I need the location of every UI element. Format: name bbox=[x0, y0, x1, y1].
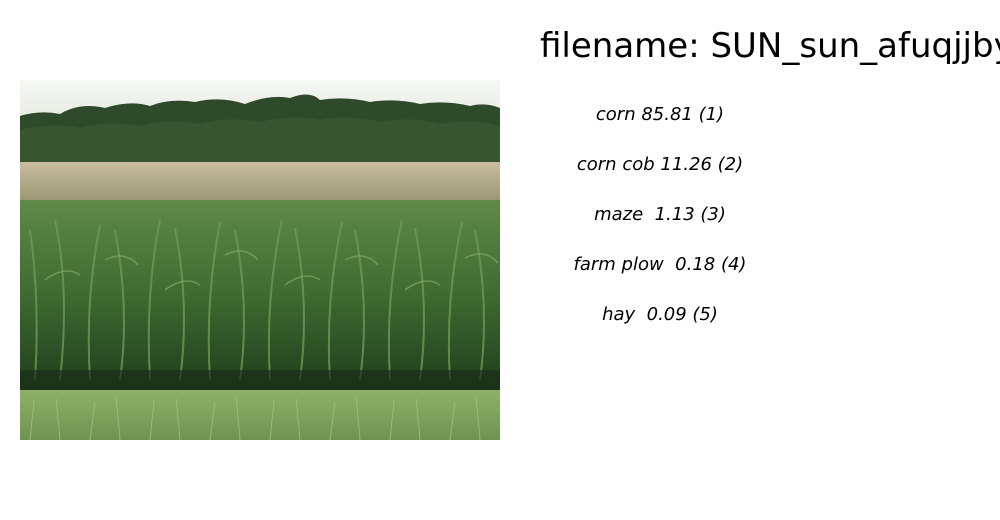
grass bbox=[20, 390, 500, 440]
filename-label: filename: SUN_sun_afuqjjbyd bbox=[540, 26, 1000, 66]
prediction-item: farm plow 0.18 (4) bbox=[573, 254, 747, 275]
cornfield-photo bbox=[20, 80, 500, 440]
prediction-item: corn 85.81 (1) bbox=[595, 104, 725, 125]
prediction-item: corn cob 11.26 (2) bbox=[576, 154, 744, 175]
cornfield-image bbox=[20, 80, 500, 440]
corn-stalks bbox=[20, 200, 500, 395]
prediction-item: maze 1.13 (3) bbox=[594, 204, 726, 225]
prediction-list: corn 85.81 (1) corn cob 11.26 (2) maze 1… bbox=[540, 95, 780, 345]
prediction-item: hay 0.09 (5) bbox=[602, 304, 718, 325]
